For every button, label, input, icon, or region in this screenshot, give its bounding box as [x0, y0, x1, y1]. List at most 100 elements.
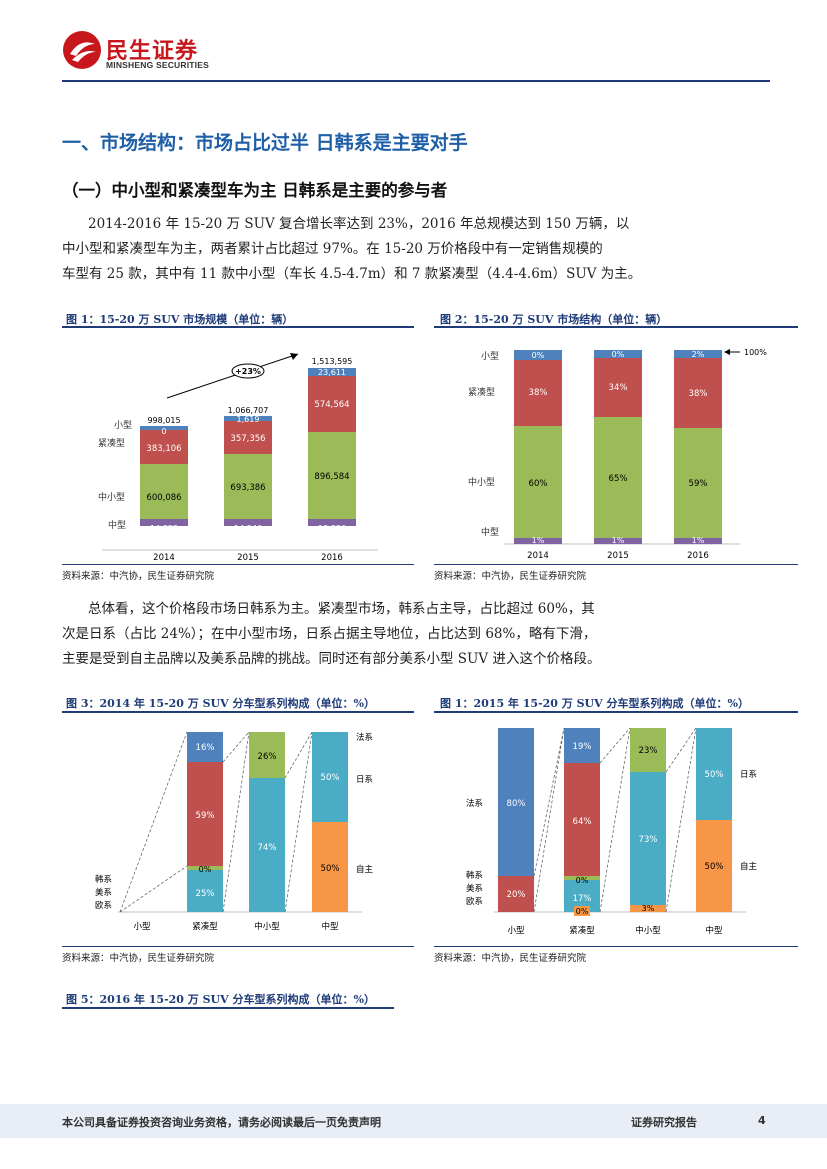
chart-1-total: 1,513,595: [312, 357, 353, 366]
logo-name-en: MINSHENG SECURITIES: [106, 60, 209, 70]
header-divider: [62, 80, 770, 82]
chart-4-connector: [599, 727, 631, 913]
figure-1-source: 资料来源：中汽协，民生证券研究院: [62, 571, 215, 582]
chart-2-bar-2014-small-medium: [514, 426, 562, 538]
chart-3-legend: 韩系: [95, 874, 112, 885]
figure-2-title: 图 2：15-20 万 SUV 市场结构（单位：辆）: [440, 313, 668, 326]
chart-1-x-tick: 2014: [153, 553, 175, 560]
chart-2-x-tick: 2014: [527, 551, 549, 560]
figure-1-source-rule: [62, 564, 414, 565]
chart-3-connector: [222, 731, 250, 913]
chart-3-label: 0%: [199, 865, 212, 874]
paragraph-1-line: 2014-2016 年 15-20 万 SUV 复合增长率达到 23%，2016…: [88, 216, 630, 232]
chart-2-series-label-small: 小型: [481, 351, 499, 362]
chart-3-bar-compact-japan: [187, 866, 223, 870]
chart-1-label: 357,356: [230, 434, 265, 444]
chart-3-x-tick: 中小型: [254, 921, 280, 932]
chart-3-legend: 日系: [356, 774, 373, 785]
chart-1-bar-2015-medium: [224, 519, 272, 526]
chart-2-label: 59%: [689, 479, 708, 489]
chart-1-x-tick: 2015: [237, 553, 259, 560]
figure-1-title: 图 1：15-20 万 SUV 市场规模（单位：辆）: [66, 313, 294, 326]
chart-3-bar-medium-domestic: [312, 822, 348, 912]
chart-4-bar-small-medium-japan: [630, 772, 666, 905]
chart-1-bar-2014-medium: [140, 519, 188, 526]
chart-1-total: 998,015: [147, 416, 180, 425]
chart-3-legend: 法系: [356, 732, 373, 743]
chart-2-total-label: 100%: [744, 348, 767, 357]
chart-4-legend: 自主: [740, 861, 758, 872]
figure-3-source: 资料来源：中汽协，民生证券研究院: [62, 953, 215, 964]
chart-1-label: 14,823: [150, 524, 178, 533]
chart-3-connector: [284, 731, 313, 913]
chart-4-x-tick: 中型: [705, 925, 723, 936]
chart-1-series-label-medium: 中型: [108, 519, 126, 531]
chart-3-label: 59%: [196, 811, 215, 821]
figure-1-title-rule: [62, 326, 414, 328]
chart-1-label: 1,619: [237, 415, 260, 424]
chart-4-bar-small-france: [498, 728, 534, 876]
chart-1-label: 383,106: [146, 444, 181, 454]
chart-1-bar-2016-small: [308, 368, 356, 376]
chart-3-bar-compact-domestic: [187, 870, 223, 912]
chart-3-bar-small-medium-other: [249, 732, 285, 778]
chart-1-label: 693,386: [230, 483, 265, 493]
chart-4-bar-small-korea: [498, 876, 534, 912]
chart-3-bar-medium-japan: [312, 732, 348, 822]
chart-4-label: 80%: [507, 799, 526, 809]
chart-4-connector: [665, 727, 697, 773]
chart-2-bar-2014-small: [514, 350, 562, 360]
chart-2-market-structure: 小型 紧凑型 中小型 中型 100% 0% 38% 60% 1% 0% 34% …: [468, 348, 767, 560]
chart-4-label: 0%: [576, 876, 589, 885]
chart-1-series-label-small: 小型: [114, 420, 132, 431]
chart-4-legend: 日系: [740, 769, 757, 780]
chart-2-bar-2016-medium: [674, 538, 722, 544]
chart-3-bar-compact-korea: [187, 762, 223, 866]
figure-4-source-rule: [434, 946, 798, 947]
chart-2-label: 1%: [532, 536, 545, 545]
chart-4-legend: 美系: [466, 883, 483, 894]
chart-2-bar-2015-small-medium: [594, 417, 642, 538]
chart-4-label: 64%: [573, 817, 592, 827]
chart-4-bar-medium-domestic: [696, 820, 732, 912]
chart-1-bar-2014-small: [140, 426, 188, 430]
chart-2-bar-2016-small: [674, 350, 722, 358]
chart-1-bar-2016-compact: [308, 376, 356, 432]
chart-1-bar-2015-compact: [224, 421, 272, 454]
chart-2-bar-2015-small: [594, 350, 642, 358]
figure-3-title: 图 3：2014 年 15-20 万 SUV 分车型系列构成（单位：%）: [66, 697, 375, 710]
figure-4-title: 图 1：2015 年 15-20 万 SUV 分车型系列构成（单位：%）: [440, 697, 749, 710]
chart-2-label: 1%: [692, 536, 705, 545]
chart-2-bar-2014-compact: [514, 360, 562, 426]
chart-2-label: 65%: [609, 474, 628, 484]
chart-3-x-tick: 紧凑型: [192, 921, 218, 932]
chart-2-label: 0%: [532, 351, 545, 360]
chart-3-connector: [222, 731, 250, 763]
chart-3-label: 25%: [196, 889, 215, 899]
chart-2-label: 0%: [612, 350, 625, 359]
chart-4-label: 50%: [705, 862, 724, 872]
chart-3-label: 50%: [321, 773, 340, 783]
chart-4-label: 50%: [705, 770, 724, 780]
figure-2-title-rule: [434, 326, 798, 328]
chart-2-label: 1%: [612, 536, 625, 545]
figure-4-source: 资料来源：中汽协，民生证券研究院: [434, 953, 587, 964]
figure-2-source-rule: [434, 564, 798, 565]
chart-3-connector: [284, 731, 313, 779]
chart-1-growth-arrowhead: [290, 353, 298, 360]
chart-1-growth-arrow: [166, 353, 299, 399]
chart-4-2015-composition: 80% 20% 19% 64% 0% 17% 0% 23% 73% 3% 50%…: [466, 727, 758, 936]
chart-4-connector: [665, 727, 697, 913]
chart-4-label: 19%: [573, 742, 592, 752]
chart-4-bar-small-medium-other: [630, 728, 666, 772]
footer-disclaimer: 本公司具备证券投资咨询业务资格，请务必阅读最后一页免责声明: [62, 1116, 381, 1129]
chart-4-connector: [533, 727, 565, 877]
chart-1-bar-2014-small-medium: [140, 464, 188, 519]
chart-3-bar-compact-france: [187, 732, 223, 762]
chart-4-label: 3%: [642, 904, 655, 913]
chart-2-label: 38%: [689, 389, 708, 399]
chart-1-label: 0: [161, 427, 166, 436]
chart-3-legend: 欧系: [95, 900, 112, 911]
chart-3-x-tick: 中型: [321, 921, 339, 932]
chart-2-bar-2016-compact: [674, 358, 722, 428]
